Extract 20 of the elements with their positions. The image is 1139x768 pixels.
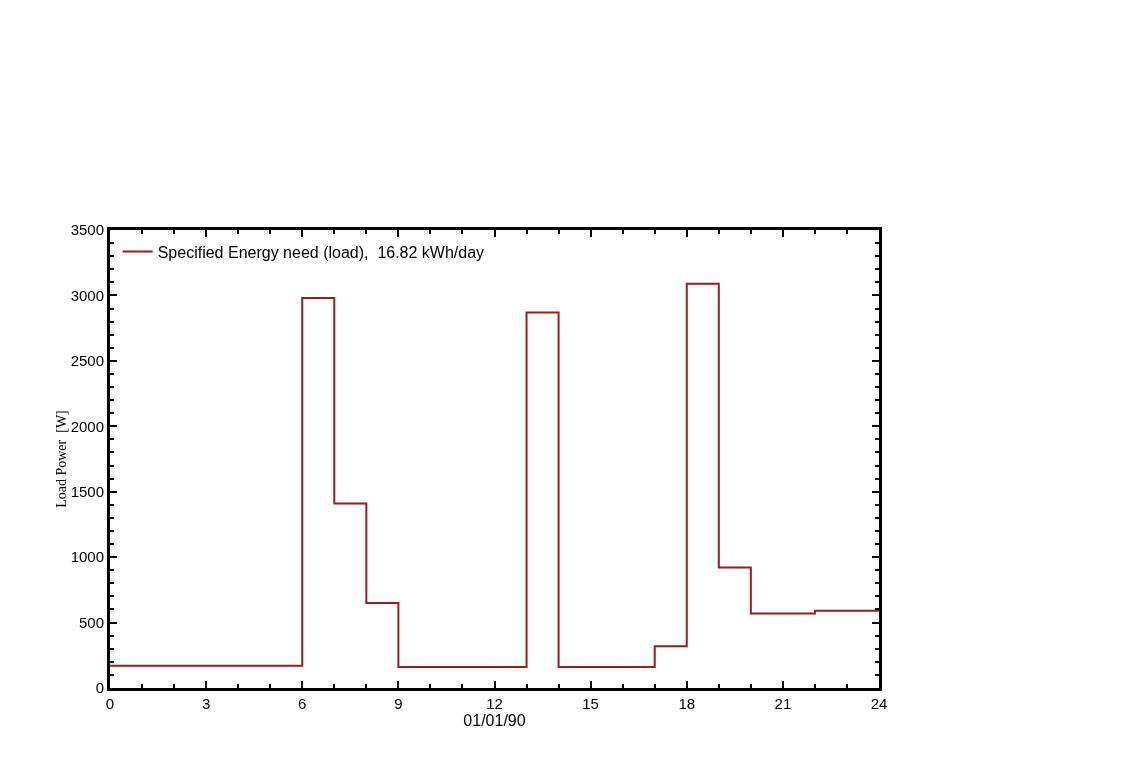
y-tick-label: 500 [78, 613, 104, 631]
x-tick-label: 0 [105, 695, 115, 712]
x-tick-label: 3 [201, 695, 211, 712]
legend-label: Specified Energy need (load), 16.82 kWh/day [157, 243, 485, 261]
y-tick-label: 3500 [70, 221, 104, 239]
x-tick-label: 6 [298, 695, 307, 712]
x-tick-label: 12 [486, 695, 503, 712]
y-tick-label: 1500 [70, 482, 104, 500]
y-tick-label: 2000 [70, 417, 104, 435]
y-tick-label: 3000 [70, 286, 104, 304]
y-tick-label: 1000 [70, 548, 104, 566]
x-tick-label: 24 [870, 695, 888, 712]
x-tick-label: 15 [582, 695, 599, 712]
x-tick-label: 18 [678, 695, 696, 712]
x-tick-label: 9 [394, 695, 403, 712]
y-tick-label: 2500 [70, 352, 104, 370]
x-tick-label: 21 [774, 695, 792, 712]
y-axis-title: Load Power [W] [53, 410, 69, 508]
x-axis-title: 01/01/90 [463, 712, 526, 729]
y-tick-label: 0 [95, 679, 104, 697]
